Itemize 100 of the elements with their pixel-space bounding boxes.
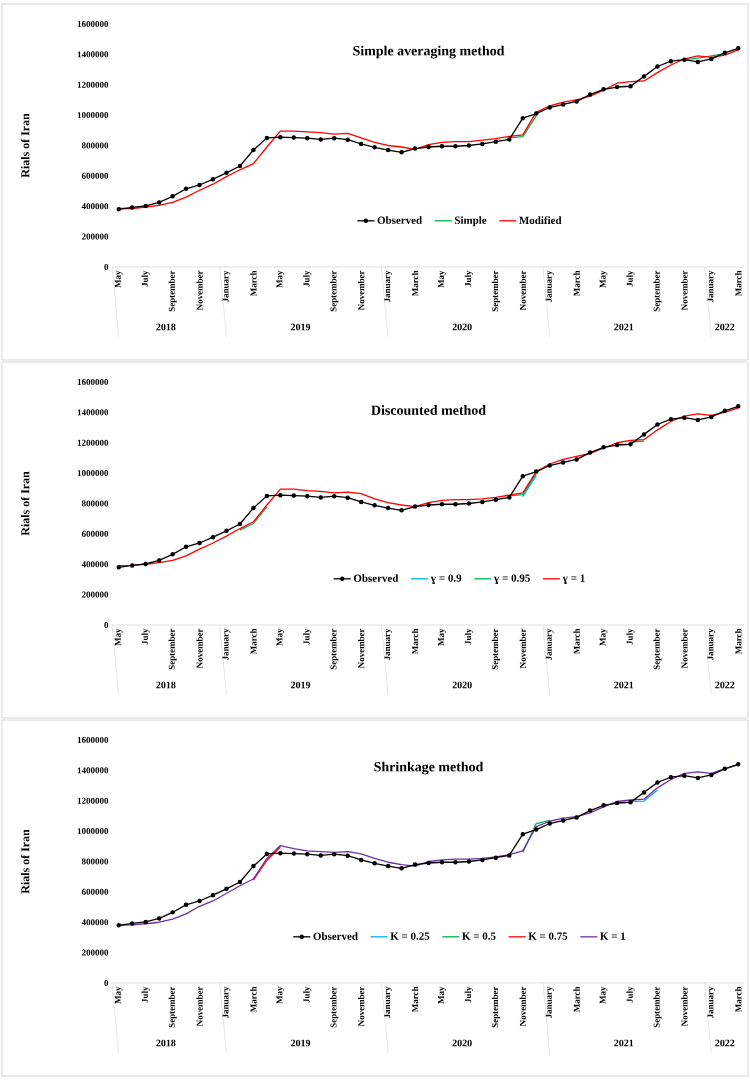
x-tick-label: July (141, 270, 150, 287)
point (385, 147, 391, 153)
point (534, 827, 539, 832)
point (278, 134, 283, 140)
y-tick-label: 1000000 (77, 112, 109, 119)
point (695, 417, 701, 423)
x-tick-label: September (330, 270, 339, 312)
point (399, 150, 404, 155)
point (210, 534, 216, 540)
point (251, 863, 256, 869)
point (170, 910, 175, 915)
point (385, 863, 391, 869)
x-tick-label: January (707, 986, 716, 1018)
text: Discounted method (371, 405, 486, 415)
point (493, 139, 499, 144)
y-tick-label: 800000 (81, 142, 109, 149)
point (237, 521, 243, 527)
x-tick-label: November (681, 628, 688, 669)
point (224, 886, 229, 892)
y-tick-label: 0 (104, 263, 109, 271)
y-tick-label: 1600000 (77, 736, 109, 744)
point (318, 853, 323, 858)
point (736, 46, 741, 51)
point (385, 505, 391, 511)
point (143, 919, 148, 925)
point (480, 499, 485, 505)
text: 2018 (156, 323, 176, 331)
x-tick-label: January (384, 270, 392, 302)
point (641, 74, 647, 79)
point (709, 56, 714, 62)
point (224, 170, 229, 176)
x-tick-label: July (141, 628, 150, 645)
y-tick-label: 1200000 (77, 797, 109, 804)
point (412, 504, 418, 509)
point (507, 495, 512, 500)
x-tick-label: July (464, 628, 473, 645)
x-tick-label: July (464, 270, 473, 287)
x-tick-label: November (681, 986, 688, 1027)
point (480, 857, 485, 863)
point (412, 862, 418, 867)
point (614, 442, 620, 448)
point (587, 450, 593, 455)
y-tick-label: 200000 (81, 233, 109, 240)
point (331, 493, 337, 499)
point (251, 505, 256, 511)
x-tick-label: September (653, 270, 662, 312)
point (183, 544, 189, 550)
point (345, 137, 350, 142)
text: 2018 (156, 681, 176, 689)
x-tick-label: September (168, 986, 177, 1028)
legend-label: Modified (519, 216, 562, 225)
point (641, 432, 647, 437)
point (129, 563, 135, 568)
point (305, 493, 310, 499)
y-axis-title: Rials of Iran (20, 829, 30, 894)
point (237, 163, 243, 169)
x-tick-label: March (573, 986, 580, 1013)
legend-label: ɣ = 0.9 (430, 574, 462, 585)
point (466, 859, 472, 864)
text: 2020 (452, 323, 472, 331)
point (736, 404, 741, 409)
text: 2021 (614, 1039, 634, 1047)
point (372, 503, 377, 508)
y-tick-label: 400000 (81, 203, 109, 210)
x-tick-label: November (196, 270, 203, 311)
x-tick-label: November (196, 986, 203, 1027)
point (197, 182, 202, 188)
x-tick-label: March (250, 628, 257, 655)
point (331, 135, 337, 141)
point (520, 115, 526, 121)
point (291, 135, 297, 140)
text: 2022 (715, 323, 735, 331)
y-tick-label: 1000000 (77, 828, 109, 835)
x-tick-label: November (519, 270, 526, 311)
text: Shrinkage method (374, 761, 484, 775)
point (587, 92, 593, 97)
point (547, 463, 552, 468)
x-tick-label: July (626, 986, 635, 1003)
y-axis-title: Rials of Iran (20, 113, 30, 178)
point (722, 766, 728, 772)
point (709, 772, 714, 778)
x-tick-label: May (599, 628, 608, 646)
x-tick-label: November (519, 986, 526, 1027)
x-tick-label: May (438, 986, 446, 1004)
point (668, 58, 674, 64)
legend-label: Simple (454, 216, 487, 227)
x-tick-label: July (626, 270, 635, 287)
x-tick-label: November (358, 628, 365, 669)
x-tick-label: January (222, 986, 231, 1018)
point (614, 800, 620, 806)
point (601, 87, 606, 92)
point (116, 207, 121, 212)
point (493, 497, 499, 502)
legend-label: Observed (377, 216, 422, 224)
point (480, 141, 485, 147)
text: 2019 (291, 323, 311, 331)
text: 2019 (291, 681, 311, 689)
point (453, 502, 458, 507)
x-tick-label: September (168, 628, 177, 670)
point (426, 502, 431, 508)
